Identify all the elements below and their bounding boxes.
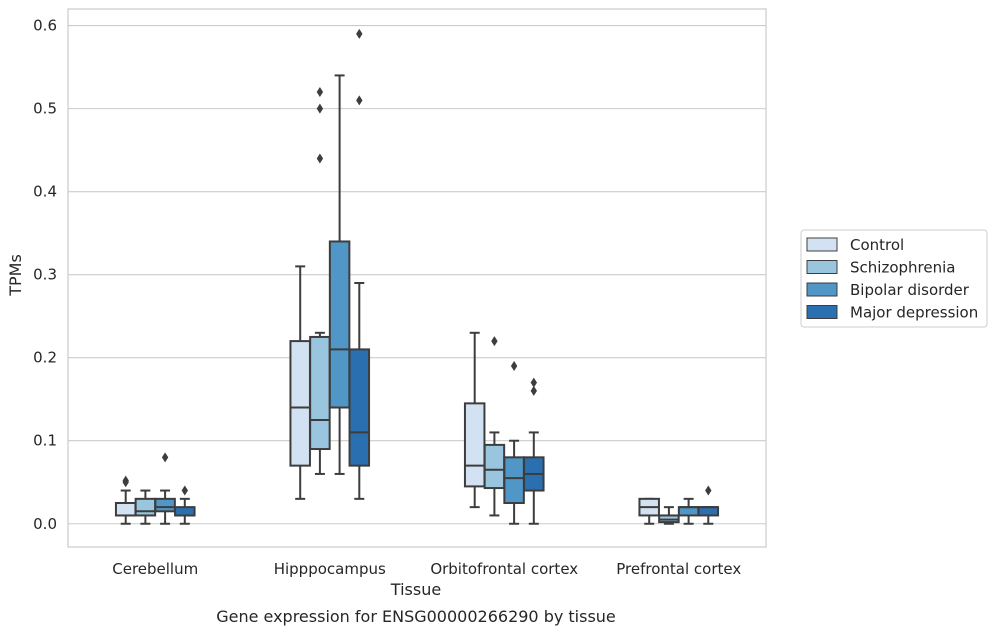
x-axis-ticks: Cerebellum Hipppocampus Orbitofrontal cort… [112, 560, 741, 578]
box-bipolar-disorder [328, 74, 351, 475]
box-major-depression [348, 28, 371, 500]
box-major-depression [523, 377, 545, 525]
outlier-point [181, 485, 188, 496]
box-body [503, 456, 525, 504]
x-tick-label: Orbitofrontal cortex [430, 560, 578, 578]
y-tick-label: 0.4 [33, 183, 57, 201]
box-body [697, 506, 720, 517]
box-body [328, 240, 351, 409]
box-control [463, 331, 486, 509]
chart-caption: Gene expression for ENSG00000266290 by t… [216, 607, 616, 626]
legend-label: Bipolar disorder [850, 281, 970, 299]
box-schizophrenia [134, 489, 157, 525]
x-tick-label: Prefrontal cortex [616, 560, 741, 578]
outlier-point [491, 336, 498, 347]
legend: Control Schizophrenia Bipolar disorder Majo… [800, 229, 988, 328]
box-body [114, 501, 137, 517]
legend-swatch [806, 237, 838, 252]
y-axis-title: TPMs [6, 254, 25, 297]
outlier-point [316, 103, 324, 114]
legend-label: Schizophrenia [850, 259, 955, 277]
outlier-point [316, 87, 324, 98]
box-body [463, 402, 486, 488]
outlier-point [705, 485, 712, 496]
legend-label: Control [850, 236, 904, 254]
outlier-point [530, 377, 537, 388]
y-tick-label: 0.5 [33, 100, 57, 118]
box-schizophrenia [658, 506, 680, 525]
outlier-point [510, 361, 518, 372]
y-tick-label: 0.6 [33, 17, 57, 35]
legend-label: Major depression [850, 304, 978, 322]
y-axis-ticks: 0.0 0.1 0.2 0.3 0.4 0.5 0.6 [33, 17, 57, 533]
box-schizophrenia [483, 336, 506, 517]
outlier-point [122, 475, 129, 486]
outlier-point [356, 28, 363, 39]
legend-swatch [806, 282, 838, 297]
box-major-depression [697, 485, 720, 525]
outlier-point [530, 385, 537, 396]
legend-swatch [806, 260, 838, 274]
y-tick-label: 0.2 [33, 349, 57, 367]
outlier-point [356, 95, 363, 106]
box-body [154, 497, 176, 513]
box-body [483, 443, 506, 490]
box-body [309, 335, 331, 451]
box-body [289, 340, 311, 467]
box-bipolar-disorder [503, 361, 525, 525]
legend-frame [800, 229, 988, 328]
x-axis-title: Tissue [390, 580, 441, 599]
y-tick-label: 0.1 [33, 432, 57, 450]
legend-swatch [806, 305, 838, 319]
plot-area-frame [67, 8, 767, 548]
box-major-depression [174, 485, 196, 525]
y-tick-label: 0.0 [33, 515, 57, 533]
x-tick-label: Cerebellum [112, 560, 198, 578]
box-bipolar-disorder [154, 452, 176, 525]
box-control [638, 497, 660, 525]
box-body [174, 506, 196, 517]
outlier-point [161, 452, 169, 463]
x-tick-label: Hipppocampus [274, 560, 386, 578]
box-body [348, 348, 371, 467]
box-groups [114, 28, 720, 525]
outlier-point [316, 153, 324, 164]
y-tick-label: 0.3 [33, 266, 57, 284]
box-body [677, 506, 700, 517]
box-body [134, 497, 157, 517]
